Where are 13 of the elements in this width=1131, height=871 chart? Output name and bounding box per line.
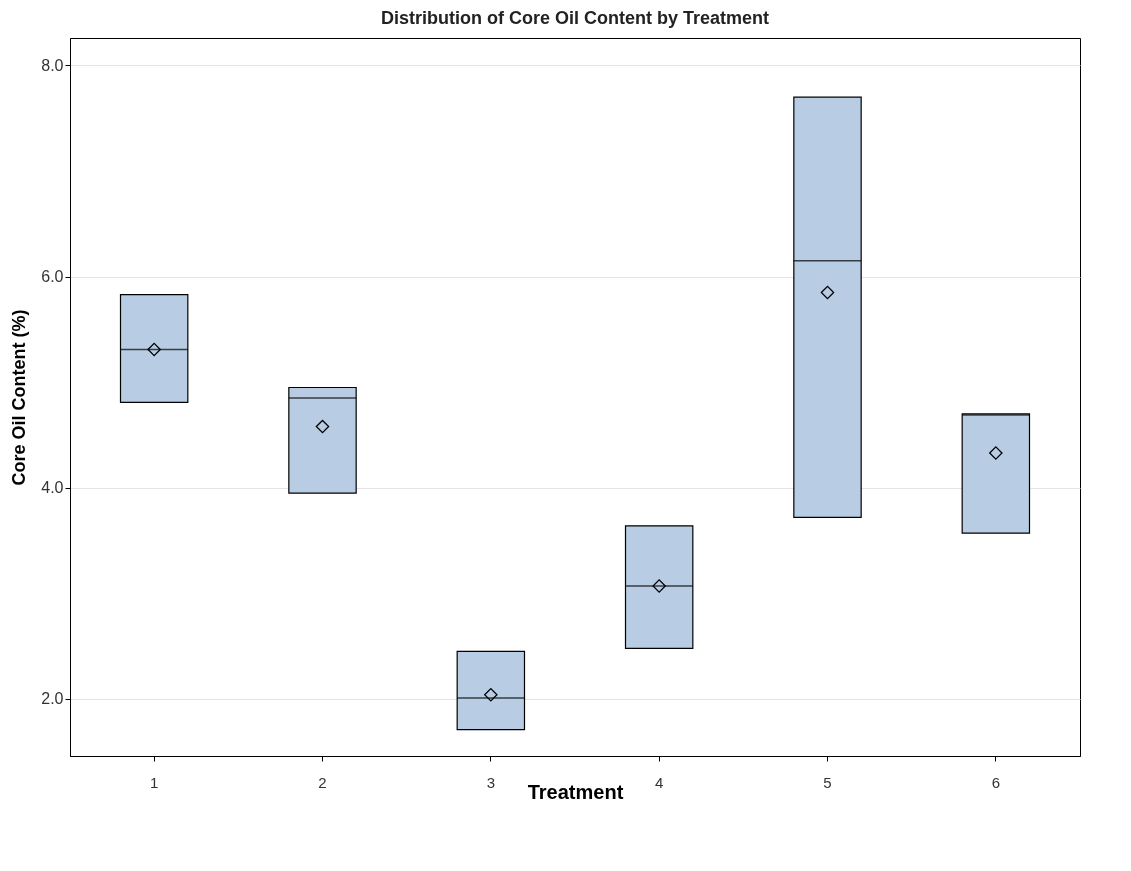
y-tick-label: 4.0 — [41, 479, 64, 497]
x-tick-label: 5 — [823, 773, 832, 791]
y-tick-label: 6.0 — [41, 268, 64, 286]
x-tick-label: 6 — [991, 773, 1001, 791]
y-tick-label: 2.0 — [41, 690, 64, 708]
x-axis-title: Treatment — [527, 780, 624, 803]
x-tick-label: 1 — [149, 773, 159, 791]
y-tick-label: 8.0 — [41, 56, 64, 74]
y-axis-title: Core Oil Content (%) — [9, 309, 30, 486]
chart-title: Distribution of Core Oil Content by Treatment — [380, 8, 770, 28]
x-tick-label: 2 — [318, 773, 327, 791]
x-tick-label: 4 — [654, 773, 664, 791]
x-tick-label: 3 — [486, 773, 496, 791]
